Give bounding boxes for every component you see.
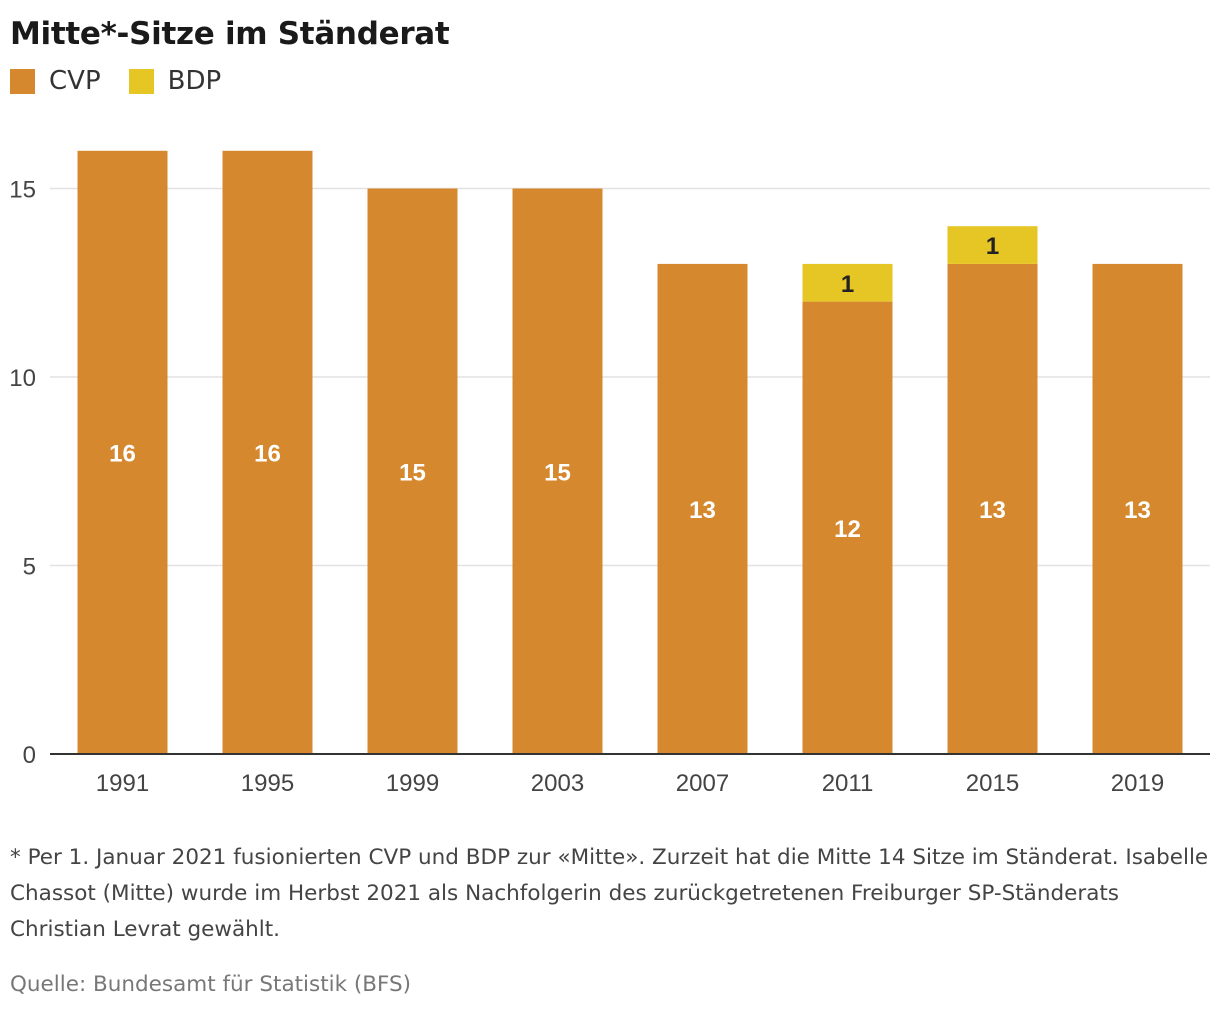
legend-swatch-bdp <box>128 68 154 94</box>
data-label-cvp-2007: 13 <box>689 497 716 524</box>
data-label-cvp-2015: 13 <box>979 497 1006 524</box>
y-tick-label-10: 10 <box>9 365 36 392</box>
x-tick-label-1991: 1991 <box>96 770 149 797</box>
data-label-cvp-1995: 16 <box>254 440 281 467</box>
data-label-cvp-1991: 16 <box>109 440 136 467</box>
legend-item-bdp: BDP <box>128 66 222 96</box>
y-tick-label-5: 5 <box>23 554 36 581</box>
bar-cvp-2015 <box>947 263 1038 754</box>
x-tick-label-2007: 2007 <box>676 770 729 797</box>
bar-cvp-1991 <box>77 150 168 755</box>
chart-title: Mitte*-Sitze im Ständerat <box>10 16 450 52</box>
footnote: * Per 1. Januar 2021 fusionierten CVP un… <box>10 845 1209 942</box>
data-label-cvp-1999: 15 <box>399 459 426 486</box>
bar-bdp-2011 <box>802 263 893 302</box>
x-tick-label-1995: 1995 <box>241 770 294 797</box>
x-tick-label-1999: 1999 <box>386 770 439 797</box>
x-tick-label-2019: 2019 <box>1111 770 1164 797</box>
data-label-bdp-2011: 1 <box>841 271 854 298</box>
bar-cvp-1999 <box>367 188 458 754</box>
data-label-cvp-2003: 15 <box>544 459 571 486</box>
data-label-cvp-2011: 12 <box>834 516 861 543</box>
y-tick-label-15: 15 <box>9 177 36 204</box>
x-tick-label-2011: 2011 <box>822 770 874 797</box>
legend-label-bdp: BDP <box>167 66 222 96</box>
x-tick-label-2015: 2015 <box>966 770 1019 797</box>
source-note: Quelle: Bundesamt für Statistik (BFS) <box>10 972 412 997</box>
bar-bdp-2015 <box>947 226 1038 264</box>
legend-item-cvp: CVP <box>10 66 101 96</box>
legend-label-cvp: CVP <box>49 66 101 96</box>
x-tick-label-2003: 2003 <box>531 770 584 797</box>
bar-chart: 0 5 10 15 16 1991 16 1995 15 1999 15 2003 13 2007 12 1 2… <box>9 150 1210 797</box>
legend: CVP BDP <box>10 66 249 96</box>
bar-cvp-1995 <box>222 150 313 755</box>
legend-swatch-cvp <box>10 68 35 94</box>
y-tick-label-0: 0 <box>23 742 36 769</box>
data-label-cvp-2019: 13 <box>1124 497 1151 524</box>
bar-cvp-2019 <box>1092 263 1183 754</box>
bar-cvp-2007 <box>657 263 748 754</box>
bar-cvp-2003 <box>512 188 603 754</box>
bar-cvp-2011 <box>802 301 893 754</box>
data-label-bdp-2015: 1 <box>986 233 999 260</box>
